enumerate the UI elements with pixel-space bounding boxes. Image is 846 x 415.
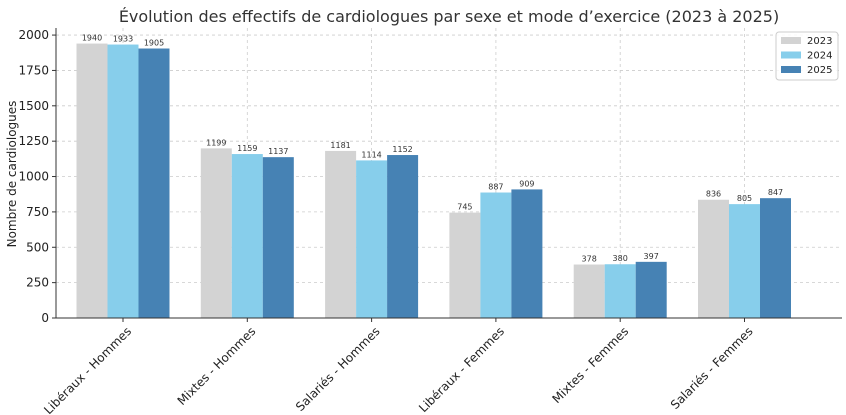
x-tick-label: Libéraux - Hommes <box>41 324 134 415</box>
bar-value-label: 1181 <box>330 141 350 150</box>
legend: 2023 2024 2025 <box>775 31 839 81</box>
bar-2024 <box>729 204 760 318</box>
chart-title: Évolution des effectifs de cardiologues … <box>119 7 779 26</box>
bar-2023 <box>573 264 605 318</box>
bar-value-label: 1137 <box>268 147 288 156</box>
axes <box>52 28 842 322</box>
y-axis-label: Nombre de cardiologues <box>5 101 19 248</box>
bar-value-label: 847 <box>768 188 783 197</box>
bar-2023 <box>698 199 729 318</box>
bar-2024 <box>107 44 139 319</box>
bar-2023 <box>200 148 232 318</box>
bar-2025 <box>262 157 294 318</box>
bar-value-label: 836 <box>706 190 721 199</box>
x-tick-label: Salariés - Hommes <box>293 324 383 414</box>
bar-value-label: 1114 <box>361 150 381 159</box>
bar-value-label: 380 <box>613 254 628 263</box>
x-tick-label: Libéraux - Femmes <box>416 324 507 415</box>
legend-swatch-2025 <box>781 66 801 73</box>
bar-value-label: 1159 <box>237 144 257 153</box>
bar-2023 <box>76 43 108 318</box>
bar-value-label: 378 <box>582 255 597 264</box>
y-tick-label: 1750 <box>18 63 49 77</box>
x-tick-label: Salariés - Femmes <box>668 324 756 412</box>
legend-swatch-2023 <box>781 37 801 44</box>
bar-2025 <box>387 155 419 318</box>
bar-value-label: 1152 <box>392 145 412 154</box>
y-tick-label: 250 <box>26 276 49 290</box>
bar-2025 <box>635 261 667 318</box>
y-tick-label: 1250 <box>18 134 49 148</box>
bars: 1940 1199 1181 745 378 836 1933 1159 1114 887 380 8… <box>76 34 791 319</box>
bar-value-label: 1199 <box>206 138 226 147</box>
legend-swatch-2024 <box>781 51 801 59</box>
legend-label-2023: 2023 <box>807 36 832 47</box>
y-tick-label: 1500 <box>18 99 49 113</box>
y-tick-label: 500 <box>26 240 49 254</box>
y-tick-label: 0 <box>41 311 49 325</box>
bar-value-label: 1940 <box>82 34 102 43</box>
bar-value-label: 887 <box>488 183 503 192</box>
x-tick-label: Mixtes - Hommes <box>175 324 259 408</box>
bar-2024 <box>480 192 512 318</box>
bar-2024 <box>231 154 263 318</box>
legend-label-2025: 2025 <box>807 65 832 76</box>
bar-value-label: 805 <box>737 194 752 203</box>
bar-2025 <box>511 189 543 318</box>
bar-2023 <box>325 150 357 318</box>
y-tick-label: 750 <box>26 205 49 219</box>
bar-value-label: 745 <box>457 203 472 212</box>
bar-2025 <box>760 198 791 318</box>
bar-2024 <box>604 264 636 318</box>
bar-2023 <box>449 212 481 318</box>
bar-value-label: 1933 <box>113 35 133 44</box>
legend-label-2024: 2024 <box>807 51 832 62</box>
y-tick-label: 2000 <box>18 28 49 42</box>
y-tick-label: 1000 <box>18 170 49 184</box>
bar-2024 <box>356 160 388 318</box>
bar-value-label: 909 <box>519 179 534 188</box>
bar-value-label: 397 <box>644 252 659 261</box>
bar-value-label: 1905 <box>144 39 164 48</box>
x-tick-label: Mixtes - Femmes <box>549 324 631 406</box>
bar-2025 <box>138 48 170 318</box>
